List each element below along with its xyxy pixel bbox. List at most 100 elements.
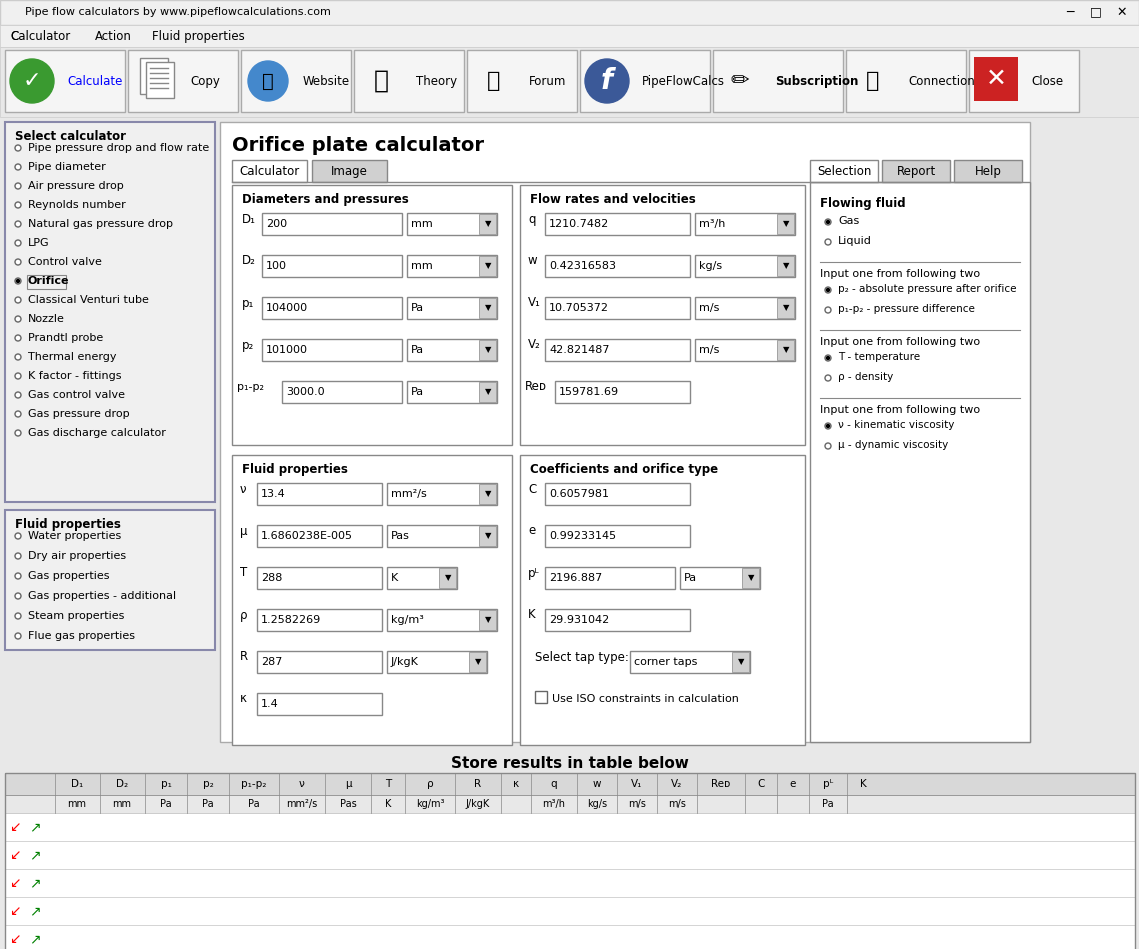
Text: m/s: m/s: [699, 303, 720, 313]
Text: μ: μ: [345, 779, 351, 789]
Bar: [5, 50, 125, 112]
Circle shape: [15, 430, 21, 436]
Text: ▼: ▼: [485, 531, 491, 541]
Circle shape: [827, 357, 829, 360]
Text: Pipe flow calculators by www.pipeflowcalculations.com: Pipe flow calculators by www.pipeflowcal…: [25, 7, 330, 17]
Text: p₂: p₂: [241, 339, 254, 351]
Bar: [544, 255, 690, 277]
Text: 👥: 👥: [487, 71, 501, 91]
Bar: [544, 213, 690, 235]
Text: J/kgK: J/kgK: [391, 657, 419, 667]
Circle shape: [15, 240, 21, 246]
Circle shape: [825, 239, 831, 245]
Bar: [0, 25, 1139, 47]
Text: q: q: [550, 779, 557, 789]
Bar: [5, 897, 1134, 925]
Text: Pa: Pa: [161, 799, 172, 809]
Text: kg/s: kg/s: [699, 261, 722, 271]
Text: ✓: ✓: [23, 71, 41, 91]
Bar: [544, 609, 690, 631]
Text: Fluid properties: Fluid properties: [241, 463, 347, 476]
Text: R: R: [240, 650, 248, 663]
Text: Fluid properties: Fluid properties: [151, 29, 245, 43]
Bar: [439, 568, 456, 588]
Bar: [695, 255, 795, 277]
Text: T: T: [240, 567, 247, 580]
Bar: [480, 610, 495, 630]
Bar: [882, 160, 950, 182]
Bar: [695, 297, 795, 319]
Text: p₁-p₂: p₁-p₂: [241, 779, 267, 789]
Bar: [810, 160, 878, 182]
Circle shape: [15, 573, 21, 579]
Text: Flow rates and velocities: Flow rates and velocities: [530, 193, 696, 206]
Bar: [0, 0, 1139, 25]
Text: Reynolds number: Reynolds number: [28, 200, 125, 210]
Bar: [262, 213, 402, 235]
Bar: [262, 339, 402, 361]
Bar: [282, 381, 402, 403]
Text: 1210.7482: 1210.7482: [549, 219, 609, 229]
Circle shape: [15, 613, 21, 619]
Text: Pipe diameter: Pipe diameter: [28, 162, 106, 172]
Circle shape: [15, 335, 21, 341]
Bar: [544, 525, 690, 547]
Text: e: e: [789, 779, 796, 789]
Bar: [407, 381, 497, 403]
Circle shape: [825, 375, 831, 381]
Bar: [407, 297, 497, 319]
Text: Reᴅ: Reᴅ: [525, 381, 547, 394]
Text: D₂: D₂: [241, 254, 256, 268]
Circle shape: [15, 373, 21, 379]
Text: 🌐: 🌐: [262, 71, 273, 90]
Bar: [128, 50, 238, 112]
Text: V₂: V₂: [528, 339, 541, 351]
Text: Orifice plate calculator: Orifice plate calculator: [232, 136, 484, 155]
Bar: [713, 50, 843, 112]
Bar: [5, 510, 215, 650]
Text: corner taps: corner taps: [634, 657, 697, 667]
Text: 13.4: 13.4: [261, 489, 286, 499]
Text: Thermal energy: Thermal energy: [28, 352, 116, 362]
Text: ν: ν: [240, 482, 246, 495]
Text: PipeFlowCalcs: PipeFlowCalcs: [642, 75, 726, 87]
Text: ρ - density: ρ - density: [838, 372, 893, 382]
Text: ↙: ↙: [9, 848, 21, 862]
Text: K: K: [528, 608, 535, 622]
Bar: [5, 813, 1134, 841]
Text: Classical Venturi tube: Classical Venturi tube: [28, 295, 149, 305]
Bar: [241, 50, 351, 112]
Circle shape: [15, 633, 21, 639]
Circle shape: [15, 202, 21, 208]
Bar: [521, 455, 805, 745]
Text: 288: 288: [261, 573, 282, 583]
Text: Liquid: Liquid: [838, 236, 871, 246]
Text: Input one from following two: Input one from following two: [820, 337, 981, 347]
Bar: [27, 275, 66, 289]
Text: ↗: ↗: [30, 820, 41, 834]
Text: ρ: ρ: [240, 608, 247, 622]
Text: Nozzle: Nozzle: [28, 314, 65, 324]
Circle shape: [827, 220, 829, 224]
Bar: [5, 841, 1134, 869]
Text: 0.6057981: 0.6057981: [549, 489, 609, 499]
Text: V₁: V₁: [631, 779, 642, 789]
Bar: [777, 298, 794, 318]
Bar: [5, 869, 1134, 897]
Text: C: C: [10, 29, 18, 43]
Text: Close: Close: [1031, 75, 1063, 87]
Bar: [680, 567, 760, 589]
Text: Pa: Pa: [411, 387, 424, 397]
Text: Gas pressure drop: Gas pressure drop: [28, 409, 130, 419]
Text: ▼: ▼: [485, 262, 491, 270]
Text: 42.821487: 42.821487: [549, 345, 609, 355]
Text: ↙: ↙: [9, 904, 21, 918]
Text: p₁-p₂: p₁-p₂: [237, 382, 264, 392]
Text: ν - kinematic viscosity: ν - kinematic viscosity: [838, 420, 954, 430]
Text: ▼: ▼: [444, 573, 451, 583]
Bar: [407, 213, 497, 235]
Text: 100: 100: [267, 261, 287, 271]
Bar: [777, 214, 794, 234]
Bar: [544, 297, 690, 319]
Text: D₁: D₁: [71, 779, 83, 789]
